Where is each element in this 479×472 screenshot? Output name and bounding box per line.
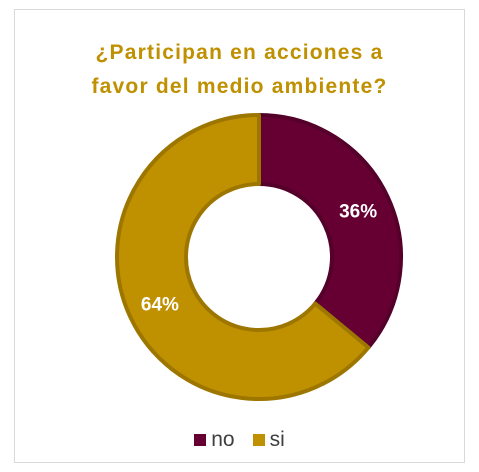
chart-area: ¿Participan en acciones a favor del medi… <box>14 9 465 463</box>
data-label-no: 36% <box>339 201 377 222</box>
donut-chart: 36% 64% <box>115 113 403 401</box>
legend-label-si: si <box>269 428 285 451</box>
donut-slice-si <box>115 113 371 401</box>
chart-title-line-2: favor del medio ambiente? <box>91 75 388 98</box>
legend-swatch-no <box>194 434 207 446</box>
chart-title-line-1: ¿Participan en acciones a <box>95 41 384 64</box>
donut-slice-no <box>257 113 403 350</box>
legend-item-si: si <box>252 428 285 452</box>
legend-item-no: no <box>194 428 235 452</box>
data-label-si: 64% <box>141 295 179 316</box>
legend-label-no: no <box>211 428 235 451</box>
legend-swatch-si <box>252 434 265 446</box>
chart-title: ¿Participan en acciones a favor del medi… <box>15 36 464 104</box>
chart-legend: no si <box>15 428 464 452</box>
